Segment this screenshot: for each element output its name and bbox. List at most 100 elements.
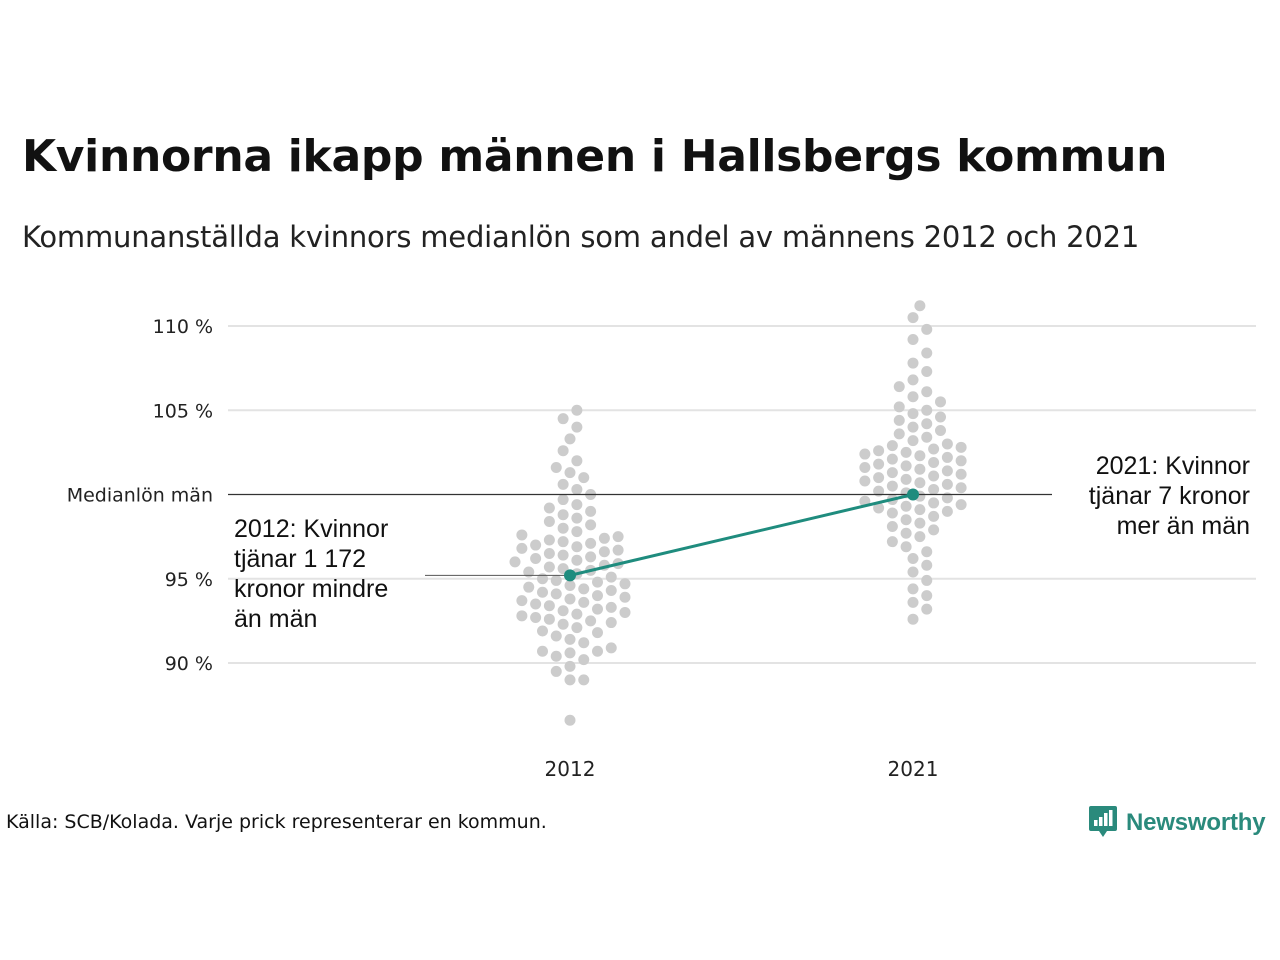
swarm-dot	[557, 605, 569, 617]
swarm-dot	[941, 438, 953, 450]
swarm-dot	[598, 532, 610, 544]
swarm-dot	[578, 583, 590, 595]
swarm-dot	[859, 475, 871, 487]
swarm-dot	[550, 588, 562, 600]
swarm-dot	[543, 600, 555, 612]
swarm-dot	[571, 455, 583, 467]
swarm-dot	[578, 472, 590, 484]
swarm-dot	[873, 458, 885, 470]
swarm-dot	[900, 514, 912, 526]
swarm-dot	[935, 396, 946, 408]
swarm-dot	[955, 482, 967, 494]
highlight-point-2021	[907, 488, 919, 501]
swarm-dot	[907, 357, 919, 369]
swarm-dot	[585, 615, 597, 627]
annotation-line: tjänar 7 kronor	[1089, 482, 1250, 510]
swarm-dot	[557, 478, 569, 490]
swarm-dot	[907, 566, 919, 578]
swarm-dot	[907, 408, 919, 420]
swarm-dot	[564, 633, 576, 645]
swarm-dot	[900, 500, 912, 512]
swarm-dot	[907, 312, 919, 324]
swarm-dot	[585, 519, 597, 531]
swarm-dot	[592, 603, 603, 615]
swarm-dot	[605, 585, 617, 597]
swarm-dot	[592, 627, 603, 639]
swarm-dot	[564, 467, 576, 479]
swarm-dot	[612, 531, 624, 543]
swarm-dot	[564, 674, 576, 686]
swarm-dot	[571, 526, 583, 538]
swarm-dot	[928, 483, 940, 495]
swarm-dot	[914, 531, 926, 543]
swarm-dot	[907, 553, 919, 565]
swarm-dot	[928, 510, 940, 522]
swarm-dot	[509, 556, 521, 568]
swarm-dot	[571, 404, 583, 416]
swarm-dot	[893, 414, 905, 426]
swarm-dot	[935, 411, 946, 423]
swarm-dot	[921, 418, 933, 430]
swarm-dot	[900, 527, 912, 539]
swarm-dot	[907, 421, 919, 433]
swarm-dot	[612, 544, 624, 556]
swarm-dot	[921, 404, 933, 416]
swarm-dot	[543, 515, 555, 527]
swarm-dot	[537, 625, 548, 637]
swarm-dot	[900, 460, 912, 472]
swarm-dot	[557, 445, 569, 457]
swarm-dot	[543, 613, 555, 625]
swarm-dot	[530, 612, 542, 624]
swarm-dot	[571, 622, 583, 634]
swarm-dot	[941, 492, 953, 504]
swarm-dot	[530, 553, 542, 565]
swarm-dot	[571, 512, 583, 524]
annotations: 2012: Kvinnor tjänar 1 172 kronor mindre än…	[234, 452, 1250, 633]
swarm-dot	[886, 467, 898, 479]
swarm-dot	[921, 603, 933, 615]
swarm-dot	[907, 333, 919, 345]
swarm-dot	[578, 596, 590, 608]
highlight-line	[569, 493, 914, 577]
swarm-dot	[585, 505, 597, 517]
swarm-dot	[537, 586, 548, 598]
swarm-dot	[516, 529, 528, 541]
y-tick-label: 110 %	[153, 316, 213, 338]
source-note: Källa: SCB/Kolada. Varje prick represent…	[6, 811, 547, 833]
swarm-dot	[530, 539, 542, 551]
swarm-dot	[619, 578, 631, 590]
swarm-dot	[928, 456, 940, 468]
swarm-dot	[928, 470, 940, 482]
swarm-dot	[921, 386, 933, 398]
swarm-dot	[955, 499, 967, 511]
swarm-dot	[907, 583, 919, 595]
swarm-dot	[605, 601, 617, 613]
swarm-dot	[564, 660, 576, 672]
x-tick-label: 2021	[888, 757, 939, 781]
swarm-dot	[571, 483, 583, 495]
swarm-dot	[941, 505, 953, 517]
swarm-dot	[543, 561, 555, 573]
swarm-dot	[557, 618, 569, 630]
swarm-dot	[873, 445, 885, 457]
swarm-dot	[955, 455, 967, 467]
swarm-dot	[893, 381, 905, 393]
swarm-dot	[914, 300, 926, 312]
swarm-dot	[941, 451, 953, 463]
swarm-dot	[928, 443, 940, 455]
swarm-dot	[914, 477, 926, 489]
swarm-dot	[537, 573, 548, 585]
swarm-dot	[886, 507, 898, 519]
swarm-dot	[921, 559, 933, 571]
swarm-dot	[907, 435, 919, 447]
annotation-line: kronor mindre	[234, 575, 388, 603]
swarm-dot	[571, 608, 583, 620]
annotation-line: 2021: Kvinnor	[1096, 452, 1250, 480]
swarm-dot	[941, 478, 953, 490]
swarm-dot	[914, 450, 926, 462]
swarm-dot	[907, 613, 919, 625]
swarm-dot	[955, 468, 967, 480]
swarm-dot	[550, 650, 562, 662]
swarm-dot	[550, 574, 562, 586]
